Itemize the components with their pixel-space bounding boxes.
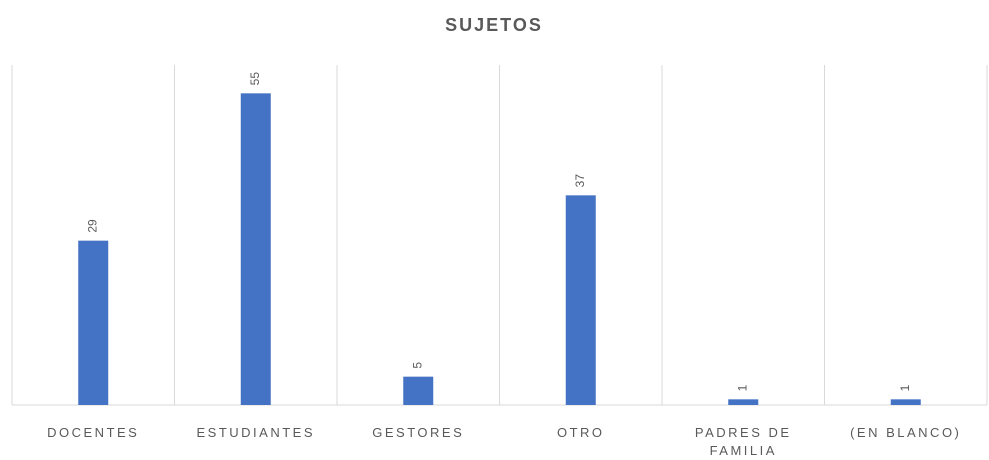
data-label: 5	[410, 362, 424, 369]
bar	[728, 399, 759, 405]
x-tick-label: GESTORES	[372, 425, 465, 440]
x-tick-label: DOCENTES	[47, 425, 140, 440]
bar	[403, 376, 434, 405]
x-tick-label: ESTUDIANTES	[196, 425, 315, 440]
data-label: 29	[85, 219, 99, 233]
bar	[78, 240, 109, 405]
data-label: 1	[735, 384, 749, 391]
bar	[890, 399, 921, 405]
x-tick-label: (EN BLANCO)	[850, 425, 962, 440]
x-tick-label: OTRO	[556, 425, 605, 440]
bar	[240, 93, 271, 405]
x-tick-label: PADRES DE FAMILIA	[694, 425, 792, 458]
data-label: 55	[248, 72, 262, 86]
chart-title: SUJETOS	[445, 15, 543, 35]
data-label: 37	[573, 174, 587, 188]
data-label: 1	[898, 384, 912, 391]
bar	[565, 195, 596, 405]
